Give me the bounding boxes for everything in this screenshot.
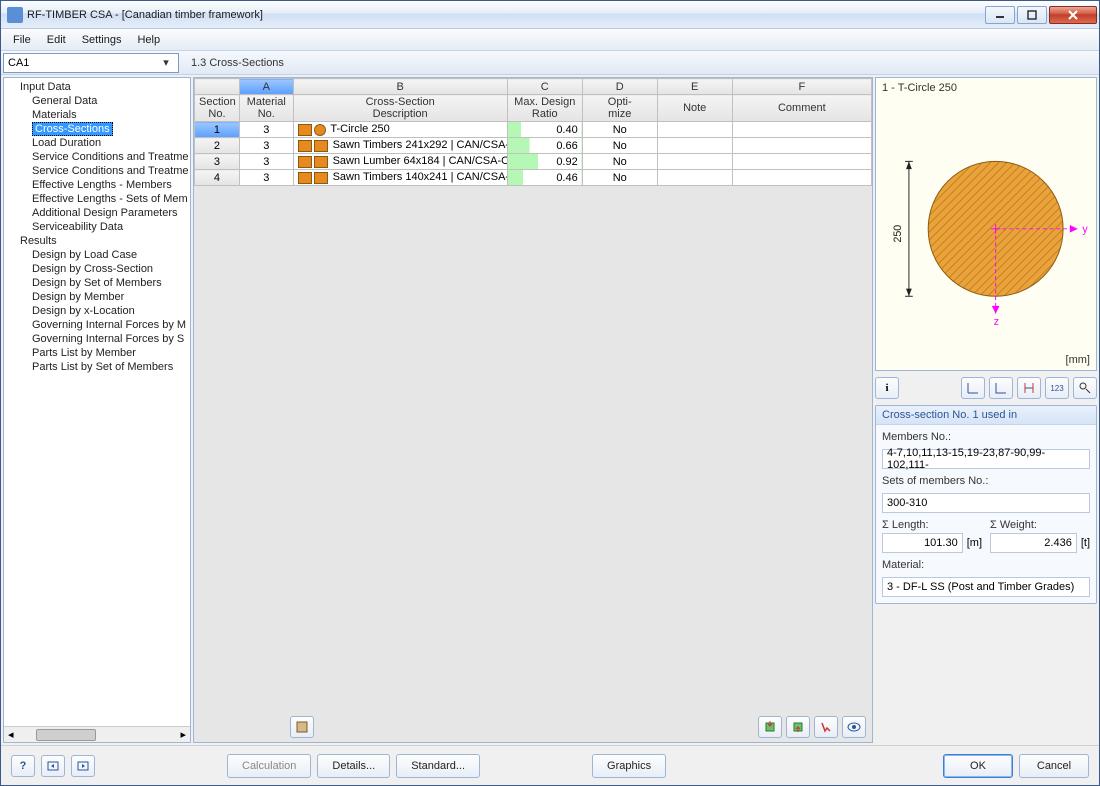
tree-item[interactable]: Governing Internal Forces by M bbox=[4, 318, 190, 332]
axis-z-label: z bbox=[994, 316, 999, 328]
import-button[interactable] bbox=[758, 716, 782, 738]
graphics-button[interactable]: Graphics bbox=[592, 754, 666, 778]
sum-weight-label: Σ Weight: bbox=[990, 519, 1090, 531]
scroll-left-icon[interactable]: ◂ bbox=[4, 728, 18, 741]
standard-button[interactable]: Standard... bbox=[396, 754, 480, 778]
sum-length-label: Σ Length: bbox=[882, 519, 982, 531]
values-button[interactable]: 123 bbox=[1045, 377, 1069, 399]
menu-help[interactable]: Help bbox=[129, 32, 168, 48]
preview-unit: [mm] bbox=[1066, 354, 1090, 366]
tree-item[interactable]: Materials bbox=[4, 108, 190, 122]
button-bar: ? Calculation Details... Standard... Gra… bbox=[1, 745, 1099, 785]
menu-settings[interactable]: Settings bbox=[74, 32, 130, 48]
app-icon bbox=[7, 7, 23, 23]
table-row[interactable]: 13 T-Circle 2500.40No bbox=[195, 122, 872, 138]
sum-length-unit: [m] bbox=[967, 537, 982, 549]
tree-item[interactable]: Design by Member bbox=[4, 290, 190, 304]
navigation-tree: Input DataGeneral DataMaterialsCross-Sec… bbox=[3, 77, 191, 743]
scroll-right-icon[interactable]: ▸ bbox=[176, 728, 190, 741]
material-label: Material: bbox=[882, 559, 1090, 571]
case-combo[interactable]: CA1 ▾ bbox=[3, 53, 179, 73]
prev-tab-button[interactable] bbox=[41, 755, 65, 777]
tree-item[interactable]: Design by x-Location bbox=[4, 304, 190, 318]
toolbar: CA1 ▾ 1.3 Cross-Sections bbox=[1, 51, 1099, 75]
material-value: 3 - DF-L SS (Post and Timber Grades) bbox=[882, 577, 1090, 597]
titlebar: RF-TIMBER CSA - [Canadian timber framewo… bbox=[1, 1, 1099, 29]
grid-toolbar bbox=[194, 712, 872, 742]
axis-y-label: y bbox=[1082, 224, 1088, 236]
dim-label: 250 bbox=[892, 225, 904, 243]
tree-item[interactable]: Parts List by Member bbox=[4, 346, 190, 360]
grid-empty-area bbox=[194, 186, 872, 712]
section-preview: 1 - T-Circle 250 bbox=[875, 77, 1097, 371]
next-tab-button[interactable] bbox=[71, 755, 95, 777]
tree-item[interactable]: Design by Cross-Section bbox=[4, 262, 190, 276]
tree-content: Input DataGeneral DataMaterialsCross-Sec… bbox=[4, 78, 190, 726]
print-preview-button[interactable] bbox=[1073, 377, 1097, 399]
tree-item[interactable]: Design by Set of Members bbox=[4, 276, 190, 290]
table-row[interactable]: 23 Sawn Timbers 241x292 | CAN/CSA-0.66No bbox=[195, 138, 872, 154]
export-button[interactable] bbox=[786, 716, 810, 738]
calculation-button[interactable]: Calculation bbox=[227, 754, 311, 778]
menubar: File Edit Settings Help bbox=[1, 29, 1099, 51]
chevron-down-icon: ▾ bbox=[158, 55, 174, 71]
table-row[interactable]: 33 Sawn Lumber 64x184 | CAN/CSA-O80.92No bbox=[195, 154, 872, 170]
tree-item[interactable]: Design by Load Case bbox=[4, 248, 190, 262]
cancel-button[interactable]: Cancel bbox=[1019, 754, 1089, 778]
details-button[interactable]: Details... bbox=[317, 754, 390, 778]
tree-hscroll[interactable]: ◂ ▸ bbox=[4, 726, 190, 742]
section-title: 1.3 Cross-Sections bbox=[181, 57, 1099, 69]
window-title: RF-TIMBER CSA - [Canadian timber framewo… bbox=[27, 9, 985, 21]
tree-group[interactable]: Results bbox=[4, 234, 190, 248]
tree-item[interactable]: Service Conditions and Treatme bbox=[4, 164, 190, 178]
preview-title: 1 - T-Circle 250 bbox=[882, 82, 957, 94]
sum-length-value: 101.30 bbox=[882, 533, 963, 553]
tree-item[interactable]: Effective Lengths - Members bbox=[4, 178, 190, 192]
scroll-thumb[interactable] bbox=[36, 729, 96, 741]
tree-item[interactable]: Parts List by Set of Members bbox=[4, 360, 190, 374]
sets-label: Sets of members No.: bbox=[882, 475, 1090, 487]
library-button[interactable] bbox=[290, 716, 314, 738]
table-row[interactable]: 43 Sawn Timbers 140x241 | CAN/CSA-0.46No bbox=[195, 170, 872, 186]
axes-toggle-button[interactable] bbox=[961, 377, 985, 399]
main-area: Input DataGeneral DataMaterialsCross-Sec… bbox=[1, 75, 1099, 745]
tree-item[interactable]: Load Duration bbox=[4, 136, 190, 150]
info-button[interactable]: i bbox=[875, 377, 899, 399]
sum-weight-unit: [t] bbox=[1081, 537, 1090, 549]
window-controls bbox=[985, 6, 1099, 24]
tree-item[interactable]: Governing Internal Forces by S bbox=[4, 332, 190, 346]
tree-item[interactable]: General Data bbox=[4, 94, 190, 108]
members-value: 4-7,10,11,13-15,19-23,87-90,99-102,111- bbox=[882, 449, 1090, 469]
tree-item[interactable]: Effective Lengths - Sets of Mem bbox=[4, 192, 190, 206]
tree-group[interactable]: Input Data bbox=[4, 80, 190, 94]
help-button[interactable]: ? bbox=[11, 755, 35, 777]
app-window: RF-TIMBER CSA - [Canadian timber framewo… bbox=[0, 0, 1100, 786]
pick-button[interactable] bbox=[814, 716, 838, 738]
tree-item[interactable]: Serviceability Data bbox=[4, 220, 190, 234]
members-label: Members No.: bbox=[882, 431, 1090, 443]
menu-file[interactable]: File bbox=[5, 32, 39, 48]
tree-item[interactable]: Cross-Sections bbox=[4, 122, 190, 136]
sets-value: 300-310 bbox=[882, 493, 1090, 513]
axes-yz-button[interactable] bbox=[989, 377, 1013, 399]
case-combo-value: CA1 bbox=[8, 57, 29, 69]
stress-button[interactable] bbox=[1017, 377, 1041, 399]
grid-container: ABCDEFSectionNo.MaterialNo.Cross-Section… bbox=[193, 77, 873, 743]
maximize-button[interactable] bbox=[1017, 6, 1047, 24]
minimize-button[interactable] bbox=[985, 6, 1015, 24]
cross-sections-grid[interactable]: ABCDEFSectionNo.MaterialNo.Cross-Section… bbox=[194, 78, 872, 186]
preview-toolbar: i 123 bbox=[875, 375, 1097, 401]
view-button[interactable] bbox=[842, 716, 866, 738]
center-panel: ABCDEFSectionNo.MaterialNo.Cross-Section… bbox=[193, 77, 873, 743]
ok-button[interactable]: OK bbox=[943, 754, 1013, 778]
usage-info-group: Cross-section No. 1 used in Members No.:… bbox=[875, 405, 1097, 604]
menu-edit[interactable]: Edit bbox=[39, 32, 74, 48]
tree-item[interactable]: Additional Design Parameters bbox=[4, 206, 190, 220]
right-panel: 1 - T-Circle 250 bbox=[875, 77, 1097, 743]
tree-item[interactable]: Service Conditions and Treatme bbox=[4, 150, 190, 164]
preview-svg: 250 y z bbox=[880, 82, 1092, 366]
sum-weight-value: 2.436 bbox=[990, 533, 1077, 553]
close-button[interactable] bbox=[1049, 6, 1097, 24]
usage-info-header: Cross-section No. 1 used in bbox=[876, 406, 1096, 425]
